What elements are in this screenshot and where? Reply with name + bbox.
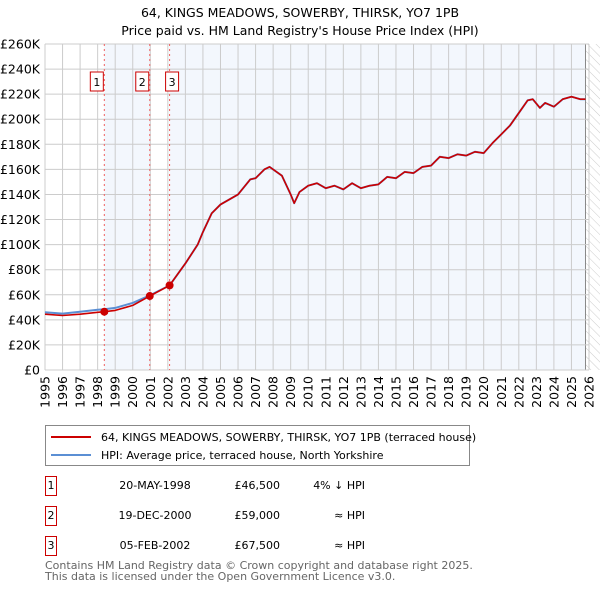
- x-tick-label: 2023: [529, 376, 544, 408]
- sale-point: [145, 292, 154, 301]
- x-tick-label: 2006: [231, 376, 246, 408]
- forecast-hatch: [585, 44, 600, 370]
- sale-badge-label: 3: [169, 76, 176, 89]
- sale-badge: 1: [45, 476, 57, 496]
- x-tick-label: 2010: [301, 376, 316, 408]
- x-tick-label: 2022: [511, 376, 526, 408]
- legend-item-property: 64, KINGS MEADOWS, SOWERBY, THIRSK, YO7 …: [51, 429, 476, 445]
- x-tick-label: 1998: [90, 376, 105, 408]
- x-tick-label: 2015: [388, 376, 403, 408]
- sale-date: 20-MAY-1998: [119, 479, 191, 492]
- x-tick-label: 2016: [406, 376, 421, 408]
- footer-line: Contains HM Land Registry data © Crown c…: [45, 559, 473, 572]
- y-tick-label: £60K: [8, 287, 41, 302]
- blue-line-swatch: [51, 454, 91, 456]
- y-tick-label: £240K: [0, 62, 41, 77]
- sale-hpi-comparison: 4% ↓ HPI: [313, 479, 365, 492]
- y-tick-label: £120K: [0, 212, 41, 227]
- property-price-line: [44, 95, 586, 317]
- sale-price: £59,000: [234, 509, 281, 522]
- x-tick-label: 2014: [371, 376, 386, 408]
- x-tick-label: 2025: [564, 376, 579, 408]
- y-tick-label: £40K: [8, 312, 41, 327]
- legend-label: HPI: Average price, terraced house, Nort…: [101, 448, 384, 462]
- sale-row: 3 05-FEB-2002 £67,500 ≈ HPI: [45, 536, 375, 558]
- x-tick-label: 2019: [459, 376, 474, 408]
- y-tick-label: £0: [24, 363, 40, 378]
- price-chart: 64, KINGS MEADOWS, SOWERBY, THIRSK, YO7 …: [0, 5, 600, 408]
- sale-row: 2 19-DEC-2000 £59,000 ≈ HPI: [45, 506, 375, 528]
- x-tick-label: 2009: [283, 376, 298, 408]
- sale-price: £46,500: [234, 479, 281, 492]
- chart-subtitle: Price paid vs. HM Land Registry's House …: [121, 23, 478, 38]
- chart-title: 64, KINGS MEADOWS, SOWERBY, THIRSK, YO7 …: [141, 5, 459, 20]
- sale-badge-label: 1: [93, 76, 100, 89]
- legend-label: 64, KINGS MEADOWS, SOWERBY, THIRSK, YO7 …: [101, 430, 477, 444]
- sale-badge: 2: [45, 506, 57, 526]
- x-tick-label: 2017: [424, 376, 439, 408]
- sale-badge-box: [135, 71, 150, 92]
- y-tick-label: £140K: [0, 187, 41, 202]
- x-tick-label: 1997: [73, 376, 88, 408]
- y-tick-label: £220K: [0, 87, 41, 102]
- x-tick-label: 2020: [476, 376, 491, 408]
- x-tick-label: 2007: [248, 376, 263, 408]
- x-tick-label: 2001: [143, 376, 158, 408]
- x-tick-label: 1999: [108, 376, 123, 408]
- sale-hpi-comparison: ≈ HPI: [334, 509, 365, 522]
- sale-badge: 3: [45, 536, 57, 556]
- x-tick-label: 2000: [125, 376, 140, 408]
- x-tick-label: 2012: [336, 376, 351, 408]
- x-tick-label: 1995: [38, 376, 53, 408]
- x-tick-label: 2018: [441, 376, 456, 408]
- sale-point: [165, 281, 174, 290]
- x-tick-label: 2026: [582, 376, 597, 408]
- x-tick-label: 2021: [494, 376, 509, 408]
- ownership-shade: [104, 44, 150, 370]
- sale-date: 19-DEC-2000: [118, 509, 192, 522]
- sale-row: 1 20-MAY-1998 £46,500 4% ↓ HPI: [45, 476, 375, 498]
- y-tick-label: £100K: [0, 237, 41, 252]
- sale-hpi-comparison: ≈ HPI: [334, 539, 365, 552]
- y-tick-label: £80K: [8, 262, 41, 277]
- x-tick-label: 2002: [160, 376, 175, 408]
- y-tick-label: £260K: [0, 37, 41, 52]
- sale-badge-box: [165, 71, 180, 92]
- sale-badge-box: [89, 71, 104, 92]
- x-tick-label: 2005: [213, 376, 228, 408]
- x-tick-label: 1996: [55, 376, 70, 408]
- sale-badge-label: 2: [139, 76, 146, 89]
- y-tick-label: £20K: [8, 337, 41, 352]
- x-tick-label: 2004: [195, 376, 210, 408]
- x-tick-label: 2013: [353, 376, 368, 408]
- ownership-shade: [169, 44, 586, 370]
- sale-point: [100, 307, 109, 316]
- sale-date: 05-FEB-2002: [119, 539, 191, 552]
- x-tick-label: 2011: [318, 376, 333, 408]
- footer: Contains HM Land Registry data © Crown c…: [45, 560, 473, 582]
- x-tick-label: 2003: [178, 376, 193, 408]
- y-tick-label: £180K: [0, 137, 41, 152]
- y-tick-label: £200K: [0, 112, 41, 127]
- red-line-swatch: [51, 436, 91, 438]
- legend-item-hpi: HPI: Average price, terraced house, Nort…: [51, 447, 383, 463]
- footer-line: This data is licensed under the Open Gov…: [45, 570, 396, 583]
- x-tick-label: 2024: [546, 376, 561, 408]
- sale-price: £67,500: [234, 539, 281, 552]
- x-tick-label: 2008: [266, 376, 281, 408]
- y-tick-label: £160K: [0, 162, 41, 177]
- legend: 64, KINGS MEADOWS, SOWERBY, THIRSK, YO7 …: [45, 425, 476, 466]
